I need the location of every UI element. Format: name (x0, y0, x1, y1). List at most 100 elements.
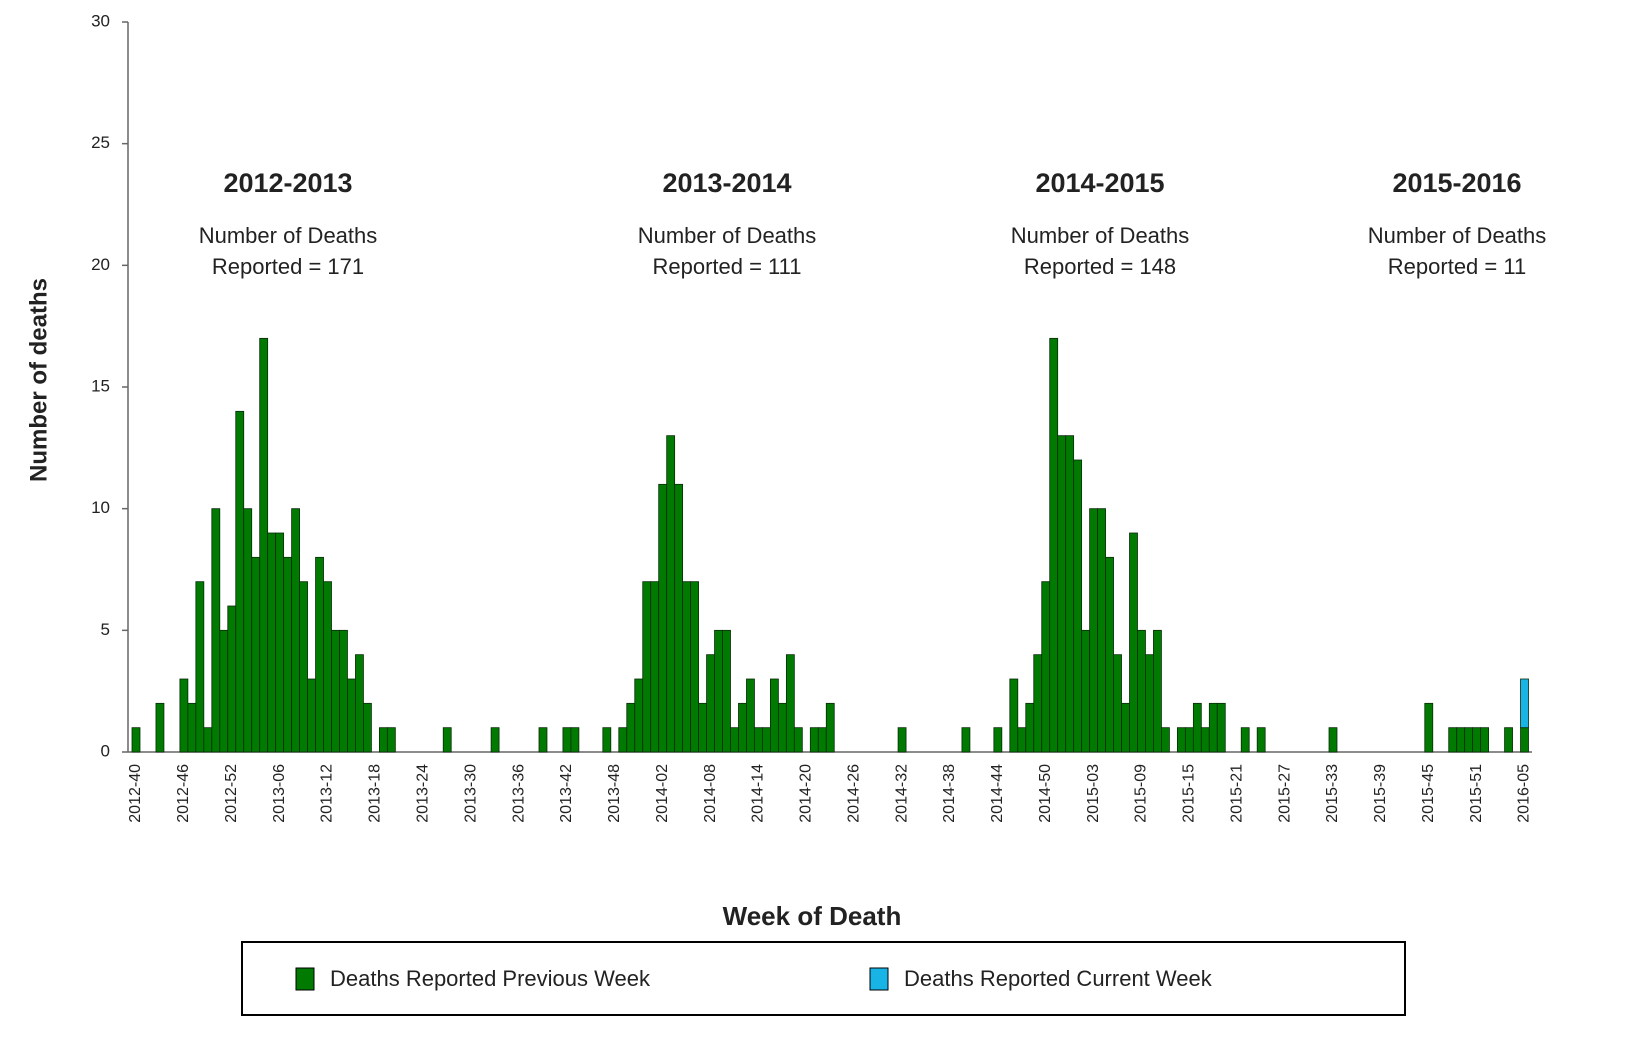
bar (1153, 629, 1162, 753)
bar (714, 629, 723, 753)
x-tick-label: 2014-20 (798, 764, 815, 823)
bar (1065, 435, 1075, 753)
bar (227, 605, 237, 753)
bar (1105, 556, 1114, 753)
season-note: Number of Deaths (638, 223, 817, 248)
bar (626, 702, 636, 753)
bar (1216, 702, 1226, 753)
bar (1057, 435, 1067, 753)
bar (1113, 654, 1122, 753)
x-tick-label: 2014-44 (989, 764, 1006, 823)
bar (785, 654, 795, 753)
bar (155, 702, 165, 753)
bar (793, 727, 803, 753)
bar (315, 556, 324, 753)
bar (722, 629, 731, 753)
bar (1041, 581, 1051, 753)
bar (386, 727, 396, 753)
x-tick-label: 2015-45 (1420, 764, 1437, 823)
bar (1520, 727, 1529, 753)
bar (1240, 727, 1250, 753)
bar (730, 727, 739, 753)
bar (291, 508, 300, 753)
x-tick-label: 2012-46 (175, 764, 192, 823)
x-tick-label: 2014-32 (893, 764, 910, 823)
bar (666, 435, 676, 753)
bar (1081, 629, 1091, 753)
x-tick-label: 2015-03 (1085, 764, 1102, 823)
bar (650, 581, 660, 753)
bar (1073, 459, 1083, 753)
bar (674, 483, 684, 753)
legend-swatch (295, 967, 315, 991)
x-tick-label: 2013-48 (606, 764, 623, 823)
season-note: Number of Deaths (1011, 223, 1190, 248)
y-tick-label: 30 (91, 11, 110, 30)
bar (1089, 508, 1098, 753)
bar (1520, 678, 1529, 729)
bar (179, 678, 189, 753)
season-note: Number of Deaths (1368, 223, 1547, 248)
bar (961, 727, 971, 753)
bar (323, 581, 332, 753)
bar (1161, 727, 1170, 753)
x-tick-label: 2014-26 (845, 764, 862, 823)
bar (1208, 702, 1218, 753)
bar (347, 678, 356, 753)
bar (267, 532, 277, 753)
bar (690, 581, 699, 753)
bar (770, 678, 779, 753)
bar (378, 727, 388, 753)
y-tick-label: 10 (91, 498, 110, 517)
y-tick-label: 20 (91, 255, 110, 274)
bar (283, 556, 293, 753)
bar (1472, 727, 1482, 753)
x-tick-label: 2013-36 (510, 764, 527, 823)
bar (131, 727, 141, 753)
bar (1480, 727, 1490, 753)
bar (1424, 702, 1434, 753)
bar (1017, 727, 1027, 753)
season-title: 2015-2016 (1392, 168, 1521, 198)
season-note: Reported = 111 (652, 254, 801, 279)
bar (897, 727, 907, 753)
bar (777, 702, 787, 753)
bar (738, 702, 747, 753)
bar (706, 654, 715, 753)
bar (1504, 727, 1513, 753)
bar (187, 702, 197, 753)
season-title: 2014-2015 (1035, 168, 1164, 198)
bar (1464, 727, 1474, 753)
y-tick-label: 25 (91, 133, 110, 152)
y-tick-label: 0 (101, 741, 110, 760)
x-tick-label: 2014-02 (654, 764, 671, 823)
bar (1448, 727, 1458, 753)
bar (1025, 702, 1035, 753)
season-note: Reported = 148 (1024, 254, 1176, 279)
bar (259, 337, 269, 753)
bar (1121, 702, 1130, 753)
bar (538, 727, 548, 753)
bar (243, 508, 253, 753)
x-tick-label: 2013-30 (462, 764, 479, 823)
bar (682, 581, 692, 753)
bar (339, 629, 348, 753)
x-tick-label: 2015-51 (1468, 764, 1485, 823)
bar (562, 727, 572, 753)
bar (817, 727, 827, 753)
x-tick-label: 2015-27 (1276, 764, 1293, 823)
bar (642, 581, 652, 753)
bar (490, 727, 500, 753)
bar (1256, 727, 1266, 753)
bar (1456, 727, 1466, 753)
bar (1200, 727, 1210, 753)
legend-swatch (869, 967, 889, 991)
bar (355, 654, 364, 753)
x-tick-label: 2014-14 (750, 764, 767, 823)
bar (275, 532, 285, 753)
x-tick-label: 2016-05 (1516, 764, 1533, 823)
bar (219, 629, 229, 753)
bar (1137, 629, 1146, 753)
x-tick-label: 2012-52 (223, 764, 240, 823)
